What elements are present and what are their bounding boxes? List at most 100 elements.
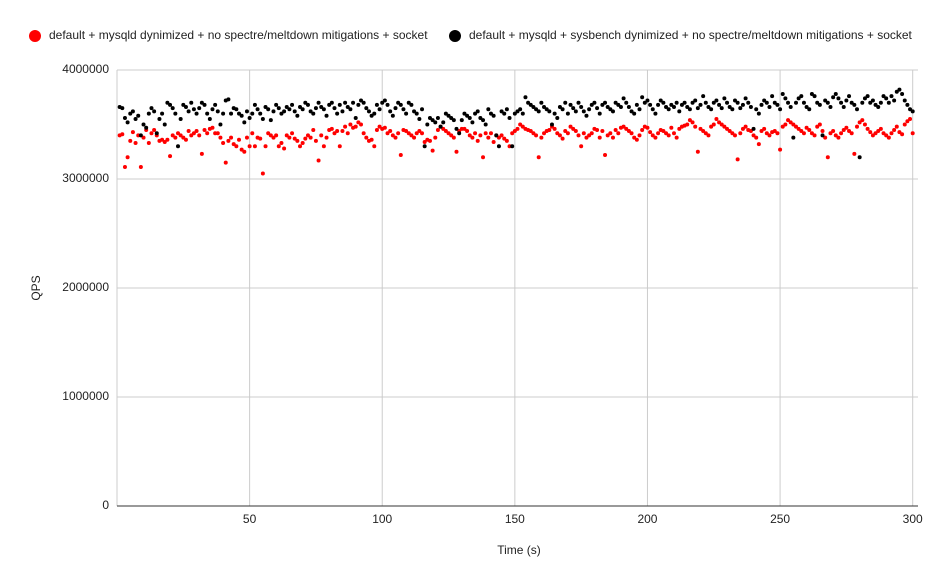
point (579, 144, 584, 149)
y-tick-label: 4000000 (62, 62, 109, 76)
y-tick-label: 1000000 (62, 389, 109, 403)
point (229, 111, 234, 116)
point (496, 135, 501, 140)
point (748, 105, 753, 110)
point (804, 125, 809, 130)
point (210, 107, 215, 112)
point (610, 109, 615, 114)
point (178, 133, 183, 138)
point (276, 144, 281, 149)
point (908, 117, 913, 122)
point (311, 111, 316, 116)
point (247, 115, 252, 120)
point (263, 144, 268, 149)
point (703, 131, 708, 136)
point (308, 135, 313, 140)
point (626, 129, 631, 134)
point (443, 129, 448, 134)
point (189, 133, 194, 138)
point (512, 111, 517, 116)
point (820, 133, 825, 138)
point (881, 131, 886, 136)
point (141, 122, 146, 127)
point (324, 113, 329, 118)
point (481, 118, 486, 123)
point (202, 127, 207, 132)
point (380, 100, 385, 105)
point (666, 133, 671, 138)
point (422, 139, 427, 144)
point (695, 106, 700, 111)
point (520, 111, 525, 116)
point (730, 131, 735, 136)
point (120, 132, 125, 137)
point (183, 105, 188, 110)
point (786, 118, 791, 123)
point (223, 160, 228, 165)
point (178, 117, 183, 122)
point (746, 100, 751, 105)
point (462, 126, 467, 131)
point (616, 131, 621, 136)
point (732, 133, 737, 138)
point (409, 133, 414, 138)
point (595, 106, 600, 111)
point (361, 100, 366, 105)
point (279, 141, 284, 146)
point (902, 98, 907, 103)
point (176, 144, 181, 149)
point (478, 133, 483, 138)
point (772, 100, 777, 105)
point (313, 138, 318, 143)
point (475, 109, 480, 114)
point (138, 165, 143, 170)
point (494, 133, 499, 138)
point (122, 115, 127, 120)
point (656, 131, 661, 136)
point (189, 100, 194, 105)
point (764, 131, 769, 136)
point (340, 109, 345, 114)
point (783, 96, 788, 101)
point (687, 107, 692, 112)
point (793, 100, 798, 105)
point (332, 106, 337, 111)
point (719, 122, 724, 127)
point (568, 124, 573, 129)
point (274, 133, 279, 138)
point (130, 130, 135, 135)
point (642, 100, 647, 105)
point (549, 122, 554, 127)
point (568, 102, 573, 107)
point (900, 132, 905, 137)
point (433, 120, 438, 125)
point (836, 135, 841, 140)
point (311, 127, 316, 132)
point (870, 133, 875, 138)
point (221, 111, 226, 116)
point (284, 133, 289, 138)
point (146, 141, 151, 146)
point (504, 138, 509, 143)
point (191, 131, 196, 136)
point (656, 102, 661, 107)
point (897, 87, 902, 92)
point (701, 94, 706, 99)
point (701, 129, 706, 134)
point (141, 135, 146, 140)
point (372, 144, 377, 149)
point (669, 125, 674, 130)
point (359, 98, 364, 103)
point (125, 120, 130, 125)
point (571, 126, 576, 131)
point (160, 137, 165, 142)
point (329, 126, 334, 131)
point (645, 98, 650, 103)
point (229, 135, 234, 140)
point (353, 115, 358, 120)
point (709, 124, 714, 129)
point (677, 109, 682, 114)
point (523, 95, 528, 100)
point (849, 131, 854, 136)
point (868, 100, 873, 105)
